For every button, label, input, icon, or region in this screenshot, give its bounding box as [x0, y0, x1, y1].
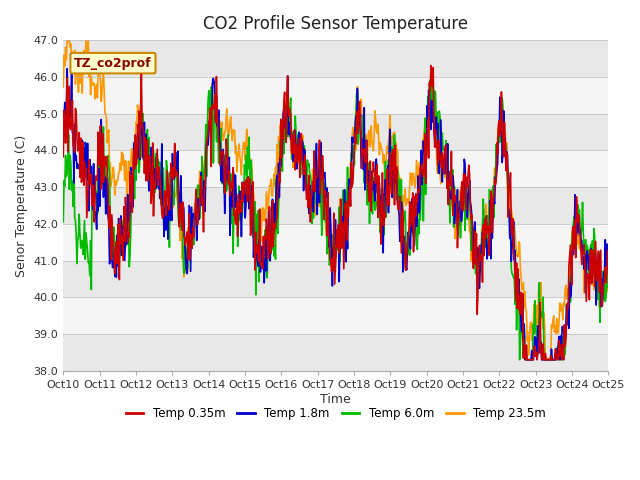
- Text: TZ_co2prof: TZ_co2prof: [74, 57, 152, 70]
- Bar: [63, 40, 608, 77]
- Bar: [63, 224, 608, 261]
- Bar: [63, 150, 608, 187]
- Bar: [63, 297, 608, 334]
- Bar: [63, 77, 608, 114]
- Title: CO2 Profile Sensor Temperature: CO2 Profile Sensor Temperature: [204, 15, 468, 33]
- X-axis label: Time: Time: [321, 393, 351, 406]
- Y-axis label: Senor Temperature (C): Senor Temperature (C): [15, 134, 28, 276]
- Bar: [63, 334, 608, 371]
- Bar: [63, 261, 608, 297]
- Bar: [63, 114, 608, 150]
- Legend: Temp 0.35m, Temp 1.8m, Temp 6.0m, Temp 23.5m: Temp 0.35m, Temp 1.8m, Temp 6.0m, Temp 2…: [121, 402, 550, 424]
- Bar: [63, 187, 608, 224]
